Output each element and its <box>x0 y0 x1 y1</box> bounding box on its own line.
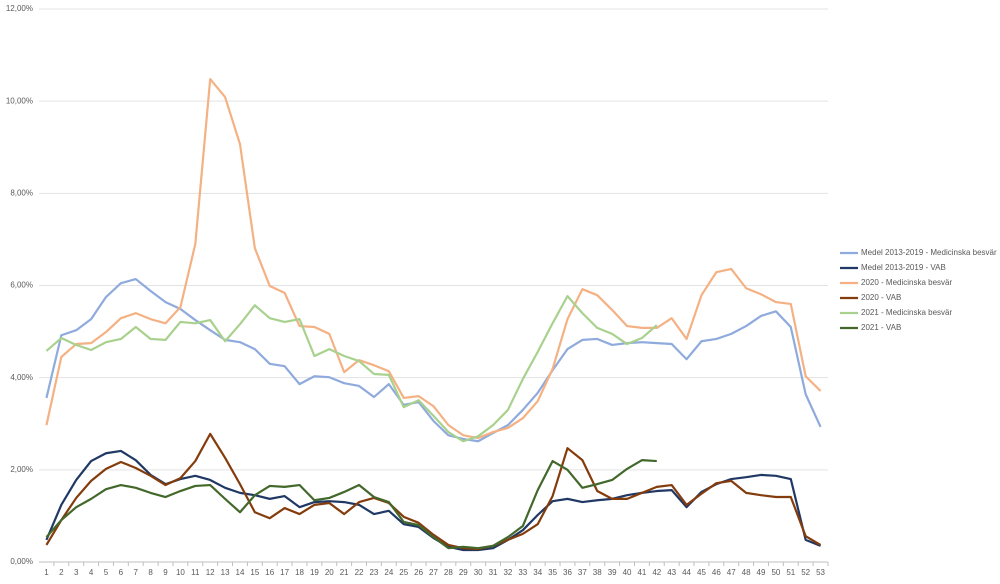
x-tick-label: 14 <box>236 568 245 577</box>
x-tick-label: 27 <box>429 568 438 577</box>
x-tick-label: 12 <box>206 568 215 577</box>
x-tick-label: 5 <box>104 568 109 577</box>
x-tick-label: 17 <box>280 568 289 577</box>
x-tick-label: 32 <box>503 568 512 577</box>
y-tick-label: 10,00% <box>6 96 33 105</box>
x-tick-label: 29 <box>459 568 468 577</box>
x-tick-label: 1 <box>44 568 49 577</box>
x-tick-label: 23 <box>369 568 378 577</box>
x-tick-label: 42 <box>652 568 661 577</box>
x-tick-label: 28 <box>444 568 453 577</box>
x-tick-label: 22 <box>355 568 364 577</box>
y-tick-label: 12,00% <box>6 4 33 13</box>
x-tick-label: 25 <box>399 568 408 577</box>
y-tick-label: 0,00% <box>10 557 33 566</box>
x-tick-label: 24 <box>384 568 393 577</box>
x-tick-label: 35 <box>548 568 557 577</box>
series-line <box>45 295 658 443</box>
x-tick-label: 16 <box>265 568 274 577</box>
x-tick-label: 8 <box>148 568 153 577</box>
x-tick-label: 30 <box>474 568 483 577</box>
x-tick-label: 38 <box>593 568 602 577</box>
series-line <box>45 277 822 443</box>
x-tick-label: 21 <box>340 568 349 577</box>
x-tick-label: 31 <box>489 568 498 577</box>
x-tick-label: 15 <box>250 568 259 577</box>
x-tick-label: 45 <box>697 568 706 577</box>
legend-label: Medel 2013-2019 - VAB <box>861 263 946 272</box>
x-tick-label: 18 <box>295 568 304 577</box>
x-tick-label: 39 <box>608 568 617 577</box>
series-line <box>45 432 822 551</box>
x-tick-label: 11 <box>191 568 200 577</box>
x-tick-label: 49 <box>757 568 766 577</box>
x-tick-label: 41 <box>637 568 646 577</box>
legend-label: 2020 - VAB <box>861 293 901 302</box>
legend-label: 2020 - Medicinska besvär <box>861 278 952 287</box>
x-tick-label: 36 <box>563 568 572 577</box>
x-tick-label: 37 <box>578 568 587 577</box>
y-tick-label: 2,00% <box>10 465 33 474</box>
x-tick-label: 6 <box>119 568 124 577</box>
x-tick-label: 48 <box>742 568 751 577</box>
legend-label: Medel 2013-2019 - Medicinska besvär <box>861 248 997 257</box>
x-tick-label: 34 <box>533 568 542 577</box>
x-tick-label: 4 <box>89 568 94 577</box>
x-tick-label: 9 <box>163 568 168 577</box>
x-tick-label: 33 <box>518 568 527 577</box>
y-tick-label: 8,00% <box>10 188 33 197</box>
x-tick-label: 43 <box>667 568 676 577</box>
legend-label: 2021 - Medicinska besvär <box>861 308 952 317</box>
x-tick-label: 13 <box>221 568 230 577</box>
legend-label: 2021 - VAB <box>861 323 901 332</box>
x-tick-label: 7 <box>134 568 139 577</box>
series-line <box>45 77 822 440</box>
x-tick-label: 46 <box>712 568 721 577</box>
x-tick-label: 3 <box>74 568 79 577</box>
x-tick-label: 2 <box>59 568 64 577</box>
y-tick-label: 6,00% <box>10 281 33 290</box>
x-tick-label: 10 <box>176 568 185 577</box>
x-tick-label: 51 <box>786 568 795 577</box>
series-line <box>45 459 657 550</box>
x-tick-label: 47 <box>727 568 736 577</box>
y-tick-label: 4,00% <box>10 373 33 382</box>
x-tick-label: 20 <box>325 568 334 577</box>
x-tick-label: 19 <box>310 568 319 577</box>
x-tick-label: 40 <box>623 568 632 577</box>
x-tick-label: 26 <box>414 568 423 577</box>
x-tick-label: 53 <box>816 568 825 577</box>
x-tick-label: 52 <box>801 568 810 577</box>
x-tick-label: 44 <box>682 568 691 577</box>
x-tick-label: 50 <box>771 568 780 577</box>
